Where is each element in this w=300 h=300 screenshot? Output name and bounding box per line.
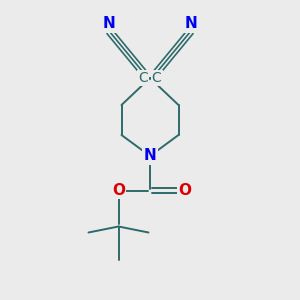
Text: N: N [184,16,197,32]
Text: N: N [103,16,116,32]
Text: O: O [178,183,191,198]
Text: C: C [139,71,148,85]
Text: C: C [152,71,161,85]
Text: N: N [144,148,156,164]
Text: O: O [112,183,125,198]
